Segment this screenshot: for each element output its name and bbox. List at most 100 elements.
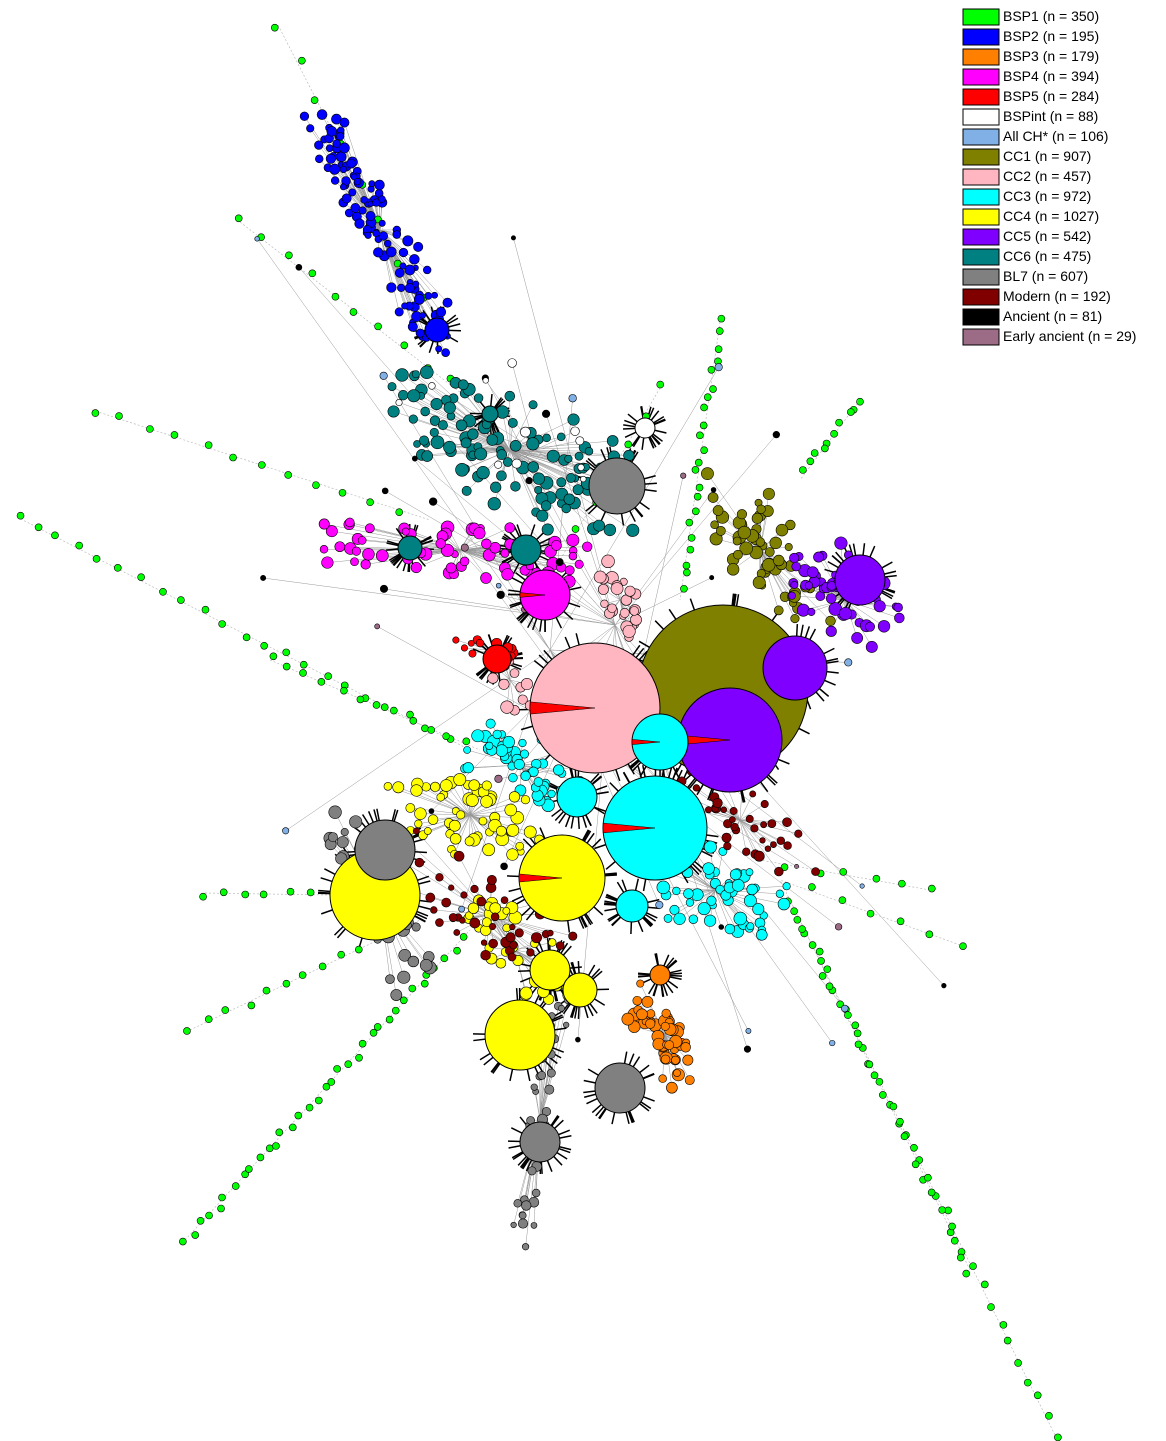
node — [354, 178, 361, 185]
legend-swatch — [963, 9, 999, 25]
node — [556, 558, 563, 565]
node — [395, 308, 403, 316]
node — [395, 268, 404, 277]
legend-swatch — [963, 269, 999, 285]
legend-label: BSPint (n = 88) — [1003, 108, 1098, 124]
node — [594, 571, 606, 583]
node — [414, 294, 424, 304]
node — [601, 600, 609, 608]
node — [673, 1069, 680, 1076]
node — [547, 1069, 555, 1077]
node — [411, 785, 423, 797]
node — [428, 726, 435, 733]
node — [710, 386, 717, 393]
node — [387, 283, 397, 293]
node — [765, 846, 771, 852]
node — [422, 451, 433, 462]
node — [782, 818, 791, 827]
node — [747, 884, 758, 895]
node — [468, 640, 474, 646]
node — [659, 1075, 667, 1083]
node — [443, 733, 450, 740]
hub-node — [835, 555, 885, 605]
node — [799, 466, 806, 473]
node — [496, 958, 506, 968]
node — [449, 820, 460, 831]
node — [894, 603, 903, 612]
node — [472, 730, 484, 742]
node — [737, 509, 747, 519]
node — [462, 486, 471, 495]
node — [373, 230, 380, 237]
node — [205, 442, 212, 449]
node — [408, 956, 419, 967]
node — [339, 489, 346, 496]
node — [835, 924, 842, 931]
node — [770, 841, 776, 847]
node — [873, 875, 880, 882]
node — [218, 1194, 225, 1201]
node — [683, 889, 693, 899]
legend-swatch — [963, 169, 999, 185]
legend-swatch — [963, 249, 999, 265]
node — [300, 669, 307, 676]
legend-swatch — [963, 129, 999, 145]
node — [300, 112, 309, 121]
node — [789, 553, 799, 563]
node — [496, 745, 508, 757]
node — [689, 915, 698, 924]
node — [448, 885, 454, 891]
node — [674, 913, 686, 925]
node — [750, 791, 756, 797]
node — [405, 265, 415, 275]
node — [860, 884, 865, 889]
node — [467, 429, 478, 440]
node — [477, 897, 486, 906]
node — [569, 552, 577, 560]
node — [821, 445, 828, 452]
node — [326, 154, 336, 164]
node — [951, 1237, 958, 1244]
node — [791, 614, 800, 623]
node — [551, 540, 561, 550]
node — [519, 1212, 526, 1219]
node — [218, 1205, 225, 1212]
node — [532, 1189, 540, 1197]
node — [813, 552, 823, 562]
node — [791, 908, 798, 915]
node — [898, 880, 905, 887]
node — [794, 916, 801, 923]
node — [260, 891, 267, 898]
node — [307, 889, 314, 896]
node — [496, 471, 506, 481]
node — [396, 399, 402, 405]
node — [509, 792, 520, 803]
node — [260, 575, 265, 580]
legend-swatch — [963, 329, 999, 345]
hub-node — [520, 1122, 560, 1162]
node — [460, 557, 469, 566]
node — [494, 461, 501, 468]
node — [257, 1154, 264, 1161]
node — [482, 781, 491, 790]
node — [528, 462, 539, 473]
node — [569, 932, 577, 940]
node — [416, 329, 424, 337]
node — [200, 893, 207, 900]
node — [489, 939, 498, 948]
node — [575, 560, 583, 568]
node — [636, 1009, 647, 1020]
node — [437, 793, 445, 801]
node — [474, 394, 483, 403]
node — [220, 889, 227, 896]
node — [489, 923, 495, 929]
node — [510, 669, 519, 678]
hub-node — [425, 318, 449, 342]
node — [704, 841, 716, 853]
legend-label: All CH* (n = 106) — [1003, 128, 1108, 144]
node — [696, 484, 703, 491]
node — [403, 236, 413, 246]
node — [511, 236, 515, 240]
node — [575, 1037, 580, 1042]
node — [450, 833, 461, 844]
